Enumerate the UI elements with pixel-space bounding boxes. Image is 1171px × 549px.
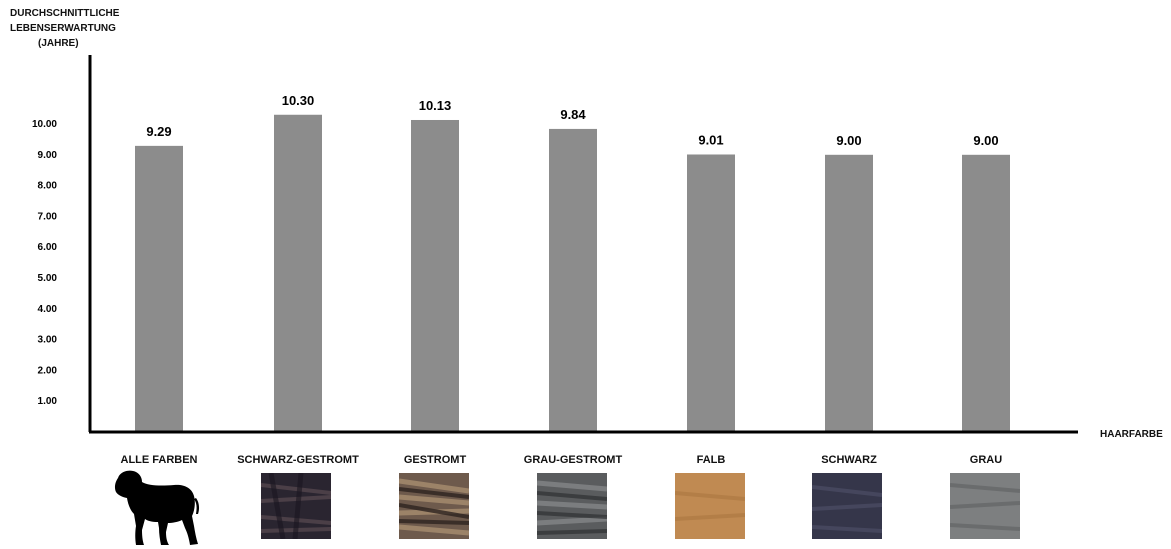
y-tick-label-8: 8.00: [38, 181, 58, 192]
fawn-fur-swatch: [675, 473, 745, 539]
black-brindle-fur-swatch: [261, 473, 331, 539]
category-label-grau-gestromt: GRAU-GESTROMT: [523, 454, 623, 466]
bar-gestromt: [411, 119, 459, 432]
y-tick-label-5: 5.00: [38, 273, 58, 284]
dog-silhouette-icon: [114, 470, 200, 545]
value-label-falb: 9.01: [698, 132, 723, 147]
grey-brindle-fur-swatch: [537, 473, 607, 539]
category-label-grau: GRAU: [969, 454, 1003, 466]
category-label-schwarz-gestromt: SCHWARZ-GESTROMT: [237, 454, 359, 466]
bar-falb: [687, 154, 735, 432]
grey-fur-swatch: [950, 473, 1020, 539]
black-fur-swatch: [812, 473, 882, 539]
value-labels-group: 9.29 10.30 10.13 9.84 9.01 9.00 9.00: [146, 93, 998, 148]
y-axis-title-unit: (JAHRE): [38, 38, 79, 49]
bar-schwarz: [825, 154, 873, 433]
bar-grau-gestromt: [549, 128, 597, 433]
y-tick-label-10: 10.00: [32, 119, 57, 130]
value-label-schwarz: 9.00: [836, 133, 861, 148]
y-tick-label-7: 7.00: [38, 211, 58, 222]
value-label-alle-farben: 9.29: [146, 124, 171, 139]
bar-schwarz-gestromt: [274, 114, 322, 432]
y-tick-label-4: 4.00: [38, 304, 58, 315]
value-label-gestromt: 10.13: [419, 98, 452, 113]
y-tick-label-3: 3.00: [38, 335, 58, 346]
value-label-grau: 9.00: [973, 133, 998, 148]
brindle-fur-swatch: [399, 473, 469, 539]
bar-grau: [962, 154, 1010, 433]
category-label-schwarz: SCHWARZ: [821, 454, 877, 466]
bar-alle-farben: [135, 145, 183, 433]
y-tick-label-1: 1.00: [38, 396, 58, 407]
y-axis-title-line-2: LEBENSERWARTUNG: [10, 23, 116, 34]
value-label-grau-gestromt: 9.84: [560, 107, 586, 122]
bars-group: [135, 114, 1010, 433]
y-tick-label-6: 6.00: [38, 242, 58, 253]
y-axis-title: DURCHSCHNITTLICHE LEBENSERWARTUNG (JAHRE…: [10, 6, 150, 51]
category-label-falb: FALB: [696, 454, 726, 466]
category-label-alle-farben: ALLE FARBEN: [120, 454, 198, 466]
x-axis-title: HAARFARBE: [1100, 429, 1163, 440]
y-tick-label-2: 2.00: [38, 365, 58, 376]
y-axis-title-line-1: DURCHSCHNITTLICHE: [10, 8, 120, 19]
value-label-schwarz-gestromt: 10.30: [282, 93, 315, 108]
y-ticks-group: 1.00 2.00 3.00 4.00 5.00 6.00 7.00 8.00 9.00 10.0…: [32, 119, 57, 407]
category-label-gestromt: GESTROMT: [403, 454, 467, 466]
y-tick-label-9: 9.00: [38, 150, 58, 161]
